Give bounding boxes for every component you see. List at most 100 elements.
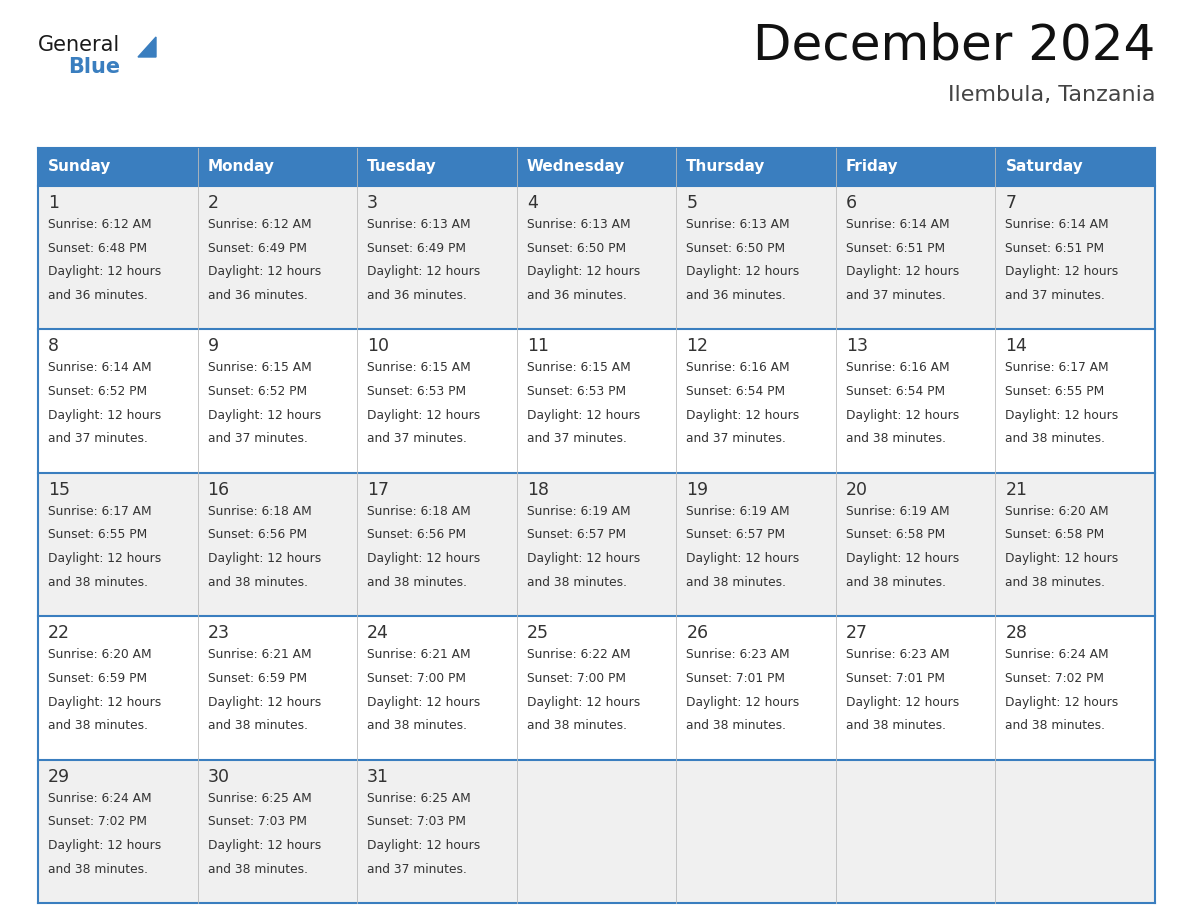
Text: Daylight: 12 hours: Daylight: 12 hours xyxy=(1005,552,1119,565)
Text: Daylight: 12 hours: Daylight: 12 hours xyxy=(367,696,480,709)
Text: Sunset: 7:00 PM: Sunset: 7:00 PM xyxy=(526,672,626,685)
Text: Sunrise: 6:22 AM: Sunrise: 6:22 AM xyxy=(526,648,631,661)
Text: Sunset: 7:00 PM: Sunset: 7:00 PM xyxy=(367,672,466,685)
Text: and 36 minutes.: and 36 minutes. xyxy=(687,289,786,302)
Bar xyxy=(996,148,1155,186)
Text: Sunset: 7:02 PM: Sunset: 7:02 PM xyxy=(1005,672,1105,685)
Text: Sunset: 6:57 PM: Sunset: 6:57 PM xyxy=(687,529,785,542)
Text: Sunset: 7:01 PM: Sunset: 7:01 PM xyxy=(687,672,785,685)
Text: Sunset: 7:02 PM: Sunset: 7:02 PM xyxy=(48,815,147,828)
Text: and 38 minutes.: and 38 minutes. xyxy=(846,719,946,733)
Text: 3: 3 xyxy=(367,194,378,212)
Bar xyxy=(358,148,517,186)
Text: and 36 minutes.: and 36 minutes. xyxy=(367,289,467,302)
Text: Sunset: 6:49 PM: Sunset: 6:49 PM xyxy=(367,241,466,254)
Text: and 36 minutes.: and 36 minutes. xyxy=(208,289,308,302)
Text: 17: 17 xyxy=(367,481,390,498)
Bar xyxy=(197,148,358,186)
Text: Sunrise: 6:20 AM: Sunrise: 6:20 AM xyxy=(48,648,152,661)
Text: Sunrise: 6:24 AM: Sunrise: 6:24 AM xyxy=(48,791,152,804)
Text: and 37 minutes.: and 37 minutes. xyxy=(48,432,147,445)
Text: 5: 5 xyxy=(687,194,697,212)
Text: Daylight: 12 hours: Daylight: 12 hours xyxy=(48,409,162,421)
Text: Sunset: 6:52 PM: Sunset: 6:52 PM xyxy=(208,385,307,398)
Text: Daylight: 12 hours: Daylight: 12 hours xyxy=(367,552,480,565)
Bar xyxy=(38,759,1155,903)
Text: 31: 31 xyxy=(367,767,390,786)
Text: Thursday: Thursday xyxy=(687,160,765,174)
Text: Sunrise: 6:15 AM: Sunrise: 6:15 AM xyxy=(367,362,470,375)
Text: Sunset: 6:54 PM: Sunset: 6:54 PM xyxy=(846,385,944,398)
Text: 16: 16 xyxy=(208,481,229,498)
Text: and 38 minutes.: and 38 minutes. xyxy=(1005,719,1105,733)
Text: Sunrise: 6:12 AM: Sunrise: 6:12 AM xyxy=(208,218,311,231)
Text: and 38 minutes.: and 38 minutes. xyxy=(1005,432,1105,445)
Text: Daylight: 12 hours: Daylight: 12 hours xyxy=(208,839,321,852)
Text: Sunrise: 6:13 AM: Sunrise: 6:13 AM xyxy=(687,218,790,231)
Text: Daylight: 12 hours: Daylight: 12 hours xyxy=(687,696,800,709)
Text: Sunrise: 6:14 AM: Sunrise: 6:14 AM xyxy=(48,362,152,375)
Text: 15: 15 xyxy=(48,481,70,498)
Text: 8: 8 xyxy=(48,338,59,355)
Bar xyxy=(38,186,1155,330)
Text: Sunset: 6:50 PM: Sunset: 6:50 PM xyxy=(687,241,785,254)
Text: and 37 minutes.: and 37 minutes. xyxy=(367,863,467,876)
Text: and 38 minutes.: and 38 minutes. xyxy=(526,719,627,733)
Text: Sunrise: 6:23 AM: Sunrise: 6:23 AM xyxy=(846,648,949,661)
Text: 30: 30 xyxy=(208,767,229,786)
Text: Sunday: Sunday xyxy=(48,160,112,174)
Bar xyxy=(38,473,1155,616)
Text: Sunset: 7:01 PM: Sunset: 7:01 PM xyxy=(846,672,944,685)
Text: and 38 minutes.: and 38 minutes. xyxy=(208,576,308,588)
Text: Sunset: 6:53 PM: Sunset: 6:53 PM xyxy=(367,385,466,398)
Text: and 38 minutes.: and 38 minutes. xyxy=(1005,576,1105,588)
Text: Sunrise: 6:14 AM: Sunrise: 6:14 AM xyxy=(1005,218,1110,231)
Text: 14: 14 xyxy=(1005,338,1028,355)
Text: Sunset: 7:03 PM: Sunset: 7:03 PM xyxy=(208,815,307,828)
Text: Sunrise: 6:20 AM: Sunrise: 6:20 AM xyxy=(1005,505,1110,518)
Text: Tuesday: Tuesday xyxy=(367,160,437,174)
Text: Sunrise: 6:21 AM: Sunrise: 6:21 AM xyxy=(367,648,470,661)
Text: Daylight: 12 hours: Daylight: 12 hours xyxy=(1005,409,1119,421)
Text: and 37 minutes.: and 37 minutes. xyxy=(208,432,308,445)
Text: Sunrise: 6:15 AM: Sunrise: 6:15 AM xyxy=(208,362,311,375)
Text: Daylight: 12 hours: Daylight: 12 hours xyxy=(687,409,800,421)
Text: Sunrise: 6:18 AM: Sunrise: 6:18 AM xyxy=(367,505,470,518)
Text: Daylight: 12 hours: Daylight: 12 hours xyxy=(208,409,321,421)
Text: Sunrise: 6:19 AM: Sunrise: 6:19 AM xyxy=(846,505,949,518)
Polygon shape xyxy=(138,37,156,57)
Text: 6: 6 xyxy=(846,194,857,212)
Text: Sunset: 6:59 PM: Sunset: 6:59 PM xyxy=(208,672,307,685)
Bar xyxy=(836,148,996,186)
Text: Sunrise: 6:16 AM: Sunrise: 6:16 AM xyxy=(846,362,949,375)
Text: and 38 minutes.: and 38 minutes. xyxy=(367,719,467,733)
Text: 9: 9 xyxy=(208,338,219,355)
Text: and 38 minutes.: and 38 minutes. xyxy=(208,719,308,733)
Text: Friday: Friday xyxy=(846,160,898,174)
Text: and 37 minutes.: and 37 minutes. xyxy=(1005,289,1105,302)
Text: Sunrise: 6:15 AM: Sunrise: 6:15 AM xyxy=(526,362,631,375)
Bar xyxy=(38,148,197,186)
Text: 19: 19 xyxy=(687,481,708,498)
Text: Daylight: 12 hours: Daylight: 12 hours xyxy=(48,696,162,709)
Text: 1: 1 xyxy=(48,194,59,212)
Text: Daylight: 12 hours: Daylight: 12 hours xyxy=(1005,696,1119,709)
Text: Daylight: 12 hours: Daylight: 12 hours xyxy=(526,696,640,709)
Text: Sunrise: 6:12 AM: Sunrise: 6:12 AM xyxy=(48,218,152,231)
Text: Daylight: 12 hours: Daylight: 12 hours xyxy=(846,696,959,709)
Text: 29: 29 xyxy=(48,767,70,786)
Text: Sunset: 6:50 PM: Sunset: 6:50 PM xyxy=(526,241,626,254)
Text: Sunset: 6:58 PM: Sunset: 6:58 PM xyxy=(1005,529,1105,542)
Text: Daylight: 12 hours: Daylight: 12 hours xyxy=(48,839,162,852)
Text: 7: 7 xyxy=(1005,194,1017,212)
Text: and 38 minutes.: and 38 minutes. xyxy=(48,719,148,733)
Text: 27: 27 xyxy=(846,624,868,643)
Text: 23: 23 xyxy=(208,624,229,643)
Text: and 37 minutes.: and 37 minutes. xyxy=(846,289,946,302)
Text: Sunset: 7:03 PM: Sunset: 7:03 PM xyxy=(367,815,466,828)
Text: Daylight: 12 hours: Daylight: 12 hours xyxy=(48,265,162,278)
Text: 25: 25 xyxy=(526,624,549,643)
Text: Daylight: 12 hours: Daylight: 12 hours xyxy=(526,409,640,421)
Text: 4: 4 xyxy=(526,194,538,212)
Text: Sunset: 6:57 PM: Sunset: 6:57 PM xyxy=(526,529,626,542)
